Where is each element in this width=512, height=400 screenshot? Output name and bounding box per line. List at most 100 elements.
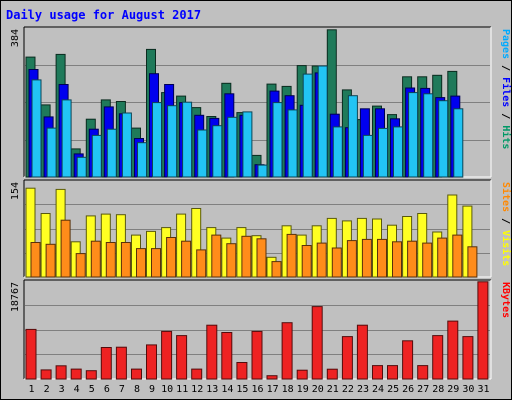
bar-sites-day-28 — [437, 237, 448, 278]
panel-pages-files-hits: 384 Pages / Files / Hits — [10, 26, 512, 178]
bar-kbytes-day-21 — [326, 368, 338, 380]
bar-kbytes-day-8 — [131, 368, 142, 380]
series-pages — [31, 65, 464, 178]
x-tick-label-18: 18 — [282, 384, 294, 395]
bar-pages-day-5 — [91, 134, 102, 178]
x-tick-label-11: 11 — [176, 384, 188, 395]
bar-pages-day-25 — [393, 126, 403, 178]
x-tick-label-31: 31 — [477, 384, 489, 395]
bar-sites-day-6 — [105, 242, 116, 278]
bar-pages-day-15 — [242, 111, 253, 178]
series-kbytes — [25, 281, 489, 380]
bar-kbytes-day-16 — [251, 330, 263, 380]
x-tick-label-12: 12 — [191, 384, 203, 395]
bar-kbytes-day-12 — [191, 368, 203, 380]
side-label: KBytes — [500, 282, 511, 318]
bar-kbytes-day-14 — [221, 332, 233, 380]
bar-pages-day-11 — [182, 101, 193, 178]
x-tick-label-25: 25 — [387, 384, 399, 395]
bar-sites-day-8 — [136, 248, 146, 278]
x-tick-label-22: 22 — [342, 384, 354, 395]
bar-kbytes-day-4 — [70, 368, 82, 380]
x-tick-label-24: 24 — [372, 384, 384, 395]
x-tick-label-19: 19 — [297, 384, 309, 395]
x-tick-label-21: 21 — [327, 384, 339, 395]
bar-sites-day-7 — [120, 242, 131, 278]
x-tick-label-13: 13 — [206, 384, 218, 395]
bar-pages-day-6 — [106, 128, 117, 178]
bar-pages-day-9 — [152, 102, 162, 178]
side-label-part: KBytes — [500, 282, 511, 318]
x-tick-label-16: 16 — [251, 384, 263, 395]
bar-sites-day-11 — [181, 240, 192, 278]
bar-kbytes-day-3 — [55, 365, 67, 380]
side-label: Sites / Visits — [500, 182, 512, 266]
bar-kbytes-day-28 — [432, 335, 444, 380]
bar-sites-day-27 — [422, 242, 433, 278]
bar-sites-day-30 — [467, 246, 478, 278]
bar-pages-day-12 — [197, 129, 208, 178]
bar-sites-day-29 — [452, 234, 463, 278]
side-label-part: Pages — [500, 29, 511, 59]
bar-sites-day-10 — [166, 237, 177, 278]
bar-sites-day-4 — [75, 253, 86, 278]
bar-sites-day-14 — [226, 243, 237, 278]
bar-pages-day-13 — [212, 125, 223, 178]
bar-sites-day-20 — [316, 242, 327, 278]
side-label: Pages / Files / Hits — [500, 29, 512, 149]
bar-kbytes-day-9 — [146, 344, 157, 380]
bar-sites-day-17 — [271, 261, 282, 278]
x-tick-label-5: 5 — [89, 384, 95, 395]
x-tick-label-14: 14 — [221, 384, 233, 395]
x-tick-label-27: 27 — [417, 384, 429, 395]
x-tick-label-23: 23 — [357, 384, 369, 395]
x-tick-label-6: 6 — [104, 384, 110, 395]
bar-sites-day-13 — [211, 234, 222, 278]
bar-sites-day-26 — [407, 240, 418, 278]
x-tick-label-15: 15 — [236, 384, 248, 395]
x-tick-label-26: 26 — [402, 384, 414, 395]
bar-kbytes-day-25 — [387, 365, 398, 380]
bar-pages-day-26 — [408, 92, 419, 178]
bar-kbytes-day-7 — [115, 346, 127, 380]
bar-kbytes-day-19 — [296, 369, 308, 380]
bar-pages-day-2 — [46, 127, 57, 178]
bar-kbytes-day-13 — [206, 324, 218, 380]
panel-kbytes: 18767 KBytes — [10, 279, 511, 380]
bar-sites-day-19 — [301, 245, 312, 278]
bar-pages-day-28 — [438, 100, 449, 178]
axis-max-label: 18767 — [10, 282, 21, 312]
x-tick-label-29: 29 — [447, 384, 459, 395]
bar-kbytes-day-6 — [100, 347, 112, 380]
x-tick-label-28: 28 — [432, 384, 444, 395]
bar-sites-day-24 — [377, 238, 387, 278]
bar-sites-day-21 — [331, 247, 342, 278]
x-tick-labels: 1 2 3 4 5 6 7 8 9 10 11 12 13 14 15 16 17 18 19 20 21 22 23 24 2… — [28, 384, 489, 395]
bar-kbytes-day-31 — [477, 281, 489, 380]
bar-sites-day-3 — [60, 219, 71, 278]
bar-kbytes-day-24 — [372, 365, 383, 380]
bar-pages-day-8 — [137, 142, 147, 178]
bar-pages-day-14 — [227, 116, 238, 178]
bar-sites-day-18 — [286, 233, 297, 278]
bar-kbytes-day-30 — [462, 336, 474, 380]
panel-sites-visits: 154 Sites / Visits — [10, 179, 512, 278]
x-tick-label-30: 30 — [462, 384, 474, 395]
bar-sites-day-12 — [196, 249, 207, 278]
side-label-part: Visits — [500, 230, 512, 266]
bar-pages-day-18 — [287, 109, 298, 178]
bar-pages-day-3 — [61, 99, 72, 178]
bar-pages-day-4 — [76, 156, 87, 178]
bar-sites-day-23 — [361, 238, 372, 278]
bar-sites-day-9 — [151, 248, 161, 278]
side-label-part: / — [500, 107, 511, 125]
bar-pages-day-29 — [453, 108, 464, 178]
x-tick-label-8: 8 — [134, 384, 140, 395]
bar-kbytes-day-26 — [402, 340, 414, 380]
bar-pages-day-23 — [362, 134, 373, 178]
series-sites — [30, 219, 478, 278]
bar-kbytes-day-11 — [176, 335, 188, 380]
bar-kbytes-day-10 — [161, 330, 173, 380]
bar-kbytes-day-5 — [85, 370, 97, 380]
